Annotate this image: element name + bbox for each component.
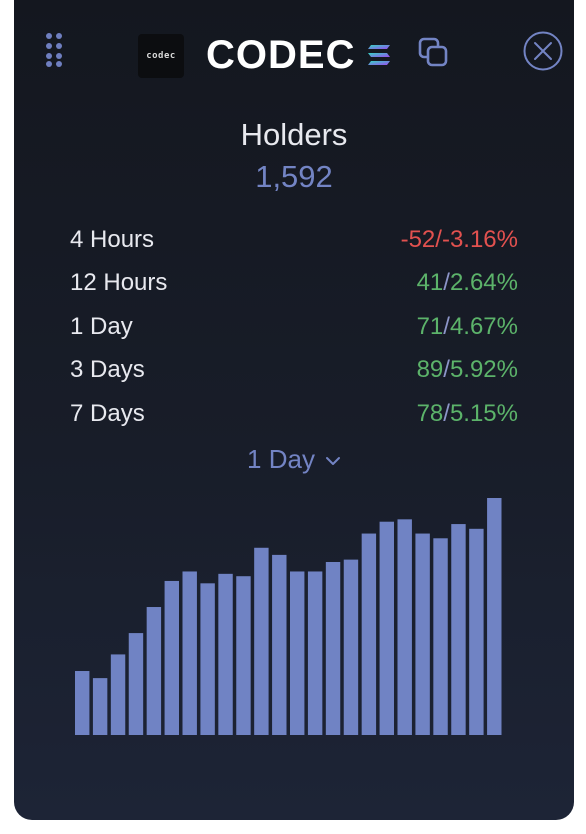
- chart-bar: [92, 678, 108, 735]
- holders-title: Holders: [240, 117, 348, 152]
- chart-bar: [200, 583, 215, 735]
- chart-bar: [361, 533, 377, 735]
- close-button[interactable]: [522, 30, 564, 72]
- stat-label: 7 Days: [70, 399, 145, 427]
- chart-bar: [307, 571, 323, 735]
- chart-bar: [110, 654, 126, 735]
- chart-bar: [379, 521, 394, 735]
- token-logo-text: codec: [146, 51, 176, 61]
- stat-percent: 2.64%: [449, 269, 518, 297]
- holders-count: 1,592: [255, 159, 333, 194]
- chart-bar: [254, 547, 269, 735]
- copy-button[interactable]: [416, 36, 452, 72]
- chart-bar: [433, 538, 448, 735]
- stat-change: 78: [416, 399, 444, 427]
- chart-bar: [146, 607, 162, 735]
- stat-label: 1 Day: [70, 312, 133, 340]
- chart-bar: [272, 554, 287, 735]
- stat-row-7-days: 7 Days 78/5.15%: [70, 392, 518, 436]
- chart-bar: [75, 671, 90, 735]
- stat-change: -52: [400, 225, 436, 253]
- stat-change: 89: [416, 356, 444, 384]
- stat-label: 4 Hours: [70, 225, 155, 253]
- stat-value: 89/5.92%: [416, 356, 518, 384]
- drag-handle-icon[interactable]: [44, 33, 64, 67]
- token-name: CODEC: [206, 33, 356, 77]
- chart-bar: [182, 571, 197, 735]
- chart-bar: [325, 561, 341, 735]
- stat-value: -52/-3.16%: [400, 225, 518, 253]
- stat-percent: 4.67%: [449, 312, 518, 340]
- holders-bar-chart: [75, 498, 502, 735]
- holders-widget: codec CODEC Holders 1,592: [14, 0, 574, 820]
- chart-bar: [415, 533, 430, 735]
- holder-stats-list: 4 Hours -52/-3.16% 12 Hours 41/2.64% 1 D…: [70, 218, 518, 436]
- stat-row-4-hours: 4 Hours -52/-3.16%: [70, 218, 518, 262]
- stat-row-12-hours: 12 Hours 41/2.64%: [70, 262, 518, 306]
- solana-icon: [366, 44, 392, 66]
- stat-label: 12 Hours: [70, 269, 168, 297]
- chart-bar: [397, 519, 412, 735]
- stat-label: 3 Days: [70, 356, 145, 384]
- stat-change: 41: [416, 269, 444, 297]
- chart-bar: [343, 559, 359, 735]
- chart-bar: [218, 573, 233, 735]
- close-icon: [523, 31, 563, 71]
- period-dropdown[interactable]: 1 Day: [14, 442, 574, 476]
- stat-percent: -3.16%: [441, 225, 518, 253]
- stat-percent: 5.92%: [449, 356, 518, 384]
- chart-bar: [451, 524, 466, 735]
- stat-value: 41/2.64%: [416, 269, 518, 297]
- stat-value: 71/4.67%: [416, 312, 518, 340]
- chart-bar: [290, 571, 305, 735]
- period-dropdown-value: 1 Day: [247, 444, 315, 474]
- chart-bar: [236, 576, 251, 735]
- chart-bar: [469, 528, 484, 735]
- stat-row-3-days: 3 Days 89/5.92%: [70, 349, 518, 393]
- stat-row-1-day: 1 Day 71/4.67%: [70, 305, 518, 349]
- stat-value: 78/5.15%: [416, 399, 518, 427]
- copy-icon: [418, 37, 448, 67]
- chart-bar: [128, 633, 144, 735]
- stat-percent: 5.15%: [449, 399, 518, 427]
- chart-bar: [164, 580, 179, 735]
- chevron-down-icon: [325, 457, 340, 466]
- chart-bar: [487, 498, 502, 735]
- stat-change: 71: [416, 312, 444, 340]
- token-logo: codec: [138, 34, 184, 78]
